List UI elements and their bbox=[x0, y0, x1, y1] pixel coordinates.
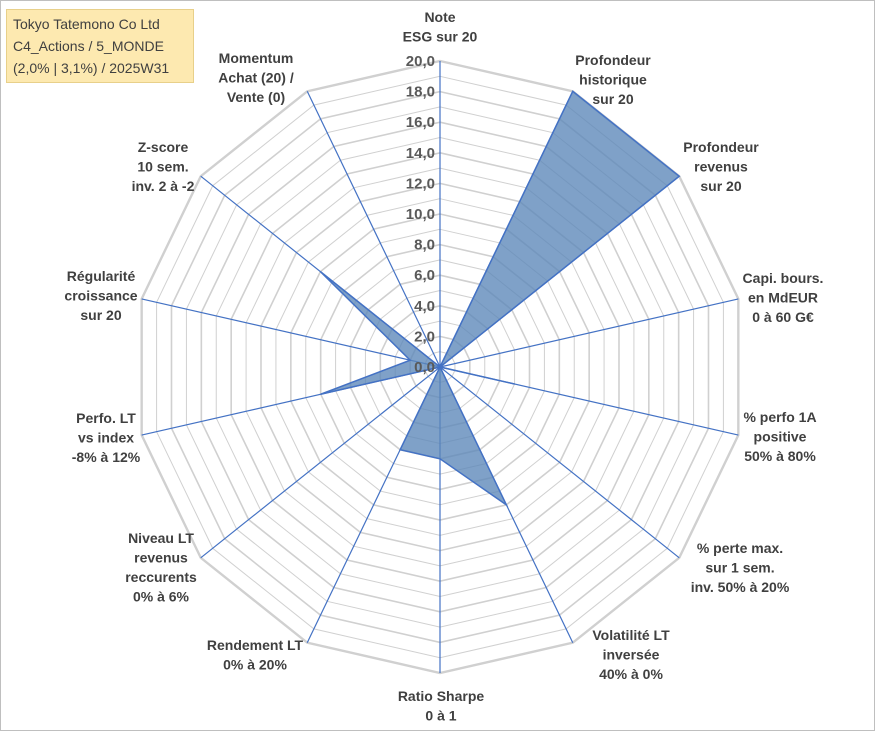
axis-label-3: Capi. bours. en MdEUR 0 à 60 G€ bbox=[743, 270, 824, 325]
axis-label-line: croissance bbox=[64, 288, 137, 304]
axis-label-line: 50% à 80% bbox=[744, 448, 816, 464]
axis-label-line: positive bbox=[754, 429, 807, 445]
axis-label-line: Niveau LT bbox=[128, 530, 194, 546]
axis-label-line: 0 à 1 bbox=[425, 708, 456, 724]
axis-label-line: sur 20 bbox=[80, 307, 121, 323]
axis-label-line: Rendement LT bbox=[207, 637, 304, 653]
axis-label-line: inversée bbox=[603, 647, 660, 663]
axis-label-line: Profondeur bbox=[575, 52, 651, 68]
axis-label-line: Ratio Sharpe bbox=[398, 688, 485, 704]
tick-label: 6,0 bbox=[414, 267, 435, 284]
tick-label: 8,0 bbox=[414, 237, 435, 254]
axis-label-6: Volatilité LT inversée 40% à 0% bbox=[592, 627, 670, 682]
axis-label-12: Z-score 10 sem. inv. 2 à -2 bbox=[132, 139, 195, 194]
axis-label-7: Ratio Sharpe 0 à 1 bbox=[398, 688, 485, 724]
axis-label-line: Z-score bbox=[138, 139, 189, 155]
axis-label-line: 10 sem. bbox=[137, 159, 188, 175]
spoke-5 bbox=[439, 366, 680, 559]
tick-label: 12,0 bbox=[406, 175, 435, 192]
axis-label-2: Profondeur revenus sur 20 bbox=[683, 139, 759, 194]
axis-label-line: Régularité bbox=[67, 268, 136, 284]
title-line-category: C4_Actions / 5_MONDE bbox=[13, 38, 164, 54]
axis-label-line: Volatilité LT bbox=[592, 627, 670, 643]
axis-label-line: historique bbox=[579, 72, 647, 88]
tick-label: 18,0 bbox=[406, 84, 435, 101]
axis-label-1: Profondeur historique sur 20 bbox=[575, 52, 651, 107]
spoke-3 bbox=[439, 298, 739, 368]
axis-label-10: Perfo. LT vs index -8% à 12% bbox=[72, 410, 141, 465]
spoke-13 bbox=[306, 91, 441, 368]
axis-label-line: Note bbox=[424, 9, 455, 25]
axis-label-line: revenus bbox=[694, 159, 748, 175]
axis-label-line: 0% à 20% bbox=[223, 657, 287, 673]
axis-label-line: sur 20 bbox=[700, 178, 741, 194]
axis-label-line: sur 1 sem. bbox=[705, 560, 774, 576]
axis-label-line: revenus bbox=[134, 550, 188, 566]
axis-label-line: Momentum bbox=[219, 50, 294, 66]
tick-label: 2,0 bbox=[414, 328, 435, 345]
tick-label: 16,0 bbox=[406, 114, 435, 131]
axis-label-line: vs index bbox=[78, 430, 134, 446]
axis-label-8: Rendement LT 0% à 20% bbox=[207, 637, 304, 673]
tick-label: 0,0 bbox=[414, 359, 435, 376]
axis-label-9: Niveau LT revenus reccurents 0% à 6% bbox=[125, 530, 197, 605]
axis-label-line: 0% à 6% bbox=[133, 589, 190, 605]
tick-label: 14,0 bbox=[406, 145, 435, 162]
axis-label-0: Note ESG sur 20 bbox=[403, 9, 478, 45]
axis-label-line: sur 20 bbox=[592, 91, 633, 107]
spoke-11 bbox=[141, 298, 441, 368]
axis-label-line: Profondeur bbox=[683, 139, 759, 155]
axis-label-line: % perte max. bbox=[697, 540, 783, 556]
axis-label-line: inv. 2 à -2 bbox=[132, 178, 195, 194]
axis-label-line: reccurents bbox=[125, 569, 197, 585]
tick-label: 20,0 bbox=[406, 53, 435, 70]
axis-label-line: inv. 50% à 20% bbox=[691, 579, 790, 595]
axis-label-13: Momentum Achat (20) / Vente (0) bbox=[218, 50, 294, 105]
axis-label-line: Vente (0) bbox=[227, 89, 285, 105]
data-area bbox=[319, 90, 681, 508]
title-box: Tokyo Tatemono Co Ltd C4_Actions / 5_MON… bbox=[6, 9, 194, 83]
axis-label-11: Régularité croissance sur 20 bbox=[64, 268, 137, 323]
axis-label-line: Achat (20) / bbox=[218, 70, 294, 86]
axis-label-line: -8% à 12% bbox=[72, 449, 141, 465]
axis-label-line: Perfo. LT bbox=[76, 410, 136, 426]
axis-label-line: Capi. bours. bbox=[743, 270, 824, 286]
title-line-company: Tokyo Tatemono Co Ltd bbox=[13, 16, 160, 32]
axis-label-line: 0 à 60 G€ bbox=[752, 309, 814, 325]
tick-label: 10,0 bbox=[406, 206, 435, 223]
title-line-period: (2,0% | 3,1%) / 2025W31 bbox=[13, 60, 170, 76]
tick-label: 4,0 bbox=[414, 298, 435, 315]
axis-label-5: % perte max. sur 1 sem. inv. 50% à 20% bbox=[691, 540, 790, 595]
axis-label-line: ESG sur 20 bbox=[403, 29, 478, 45]
axis-label-line: en MdEUR bbox=[748, 290, 818, 306]
axis-label-line: 40% à 0% bbox=[599, 666, 663, 682]
spoke-9 bbox=[200, 366, 441, 559]
axis-label-line: % perfo 1A bbox=[743, 409, 816, 425]
axis-label-4: % perfo 1A positive 50% à 80% bbox=[743, 409, 816, 464]
